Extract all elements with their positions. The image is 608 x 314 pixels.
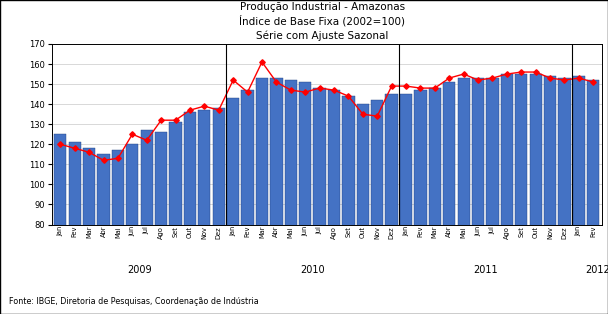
Bar [385, 94, 398, 314]
Bar [285, 80, 297, 314]
Bar [429, 88, 441, 314]
Text: 2009: 2009 [127, 265, 152, 275]
Bar [457, 78, 470, 314]
Bar [54, 134, 66, 314]
Bar [184, 112, 196, 314]
Bar [530, 74, 542, 314]
Bar [299, 82, 311, 314]
Bar [443, 82, 455, 314]
Bar [587, 80, 599, 314]
Bar [342, 96, 354, 314]
Bar [371, 100, 383, 314]
Bar [544, 76, 556, 314]
Text: 2012: 2012 [586, 265, 608, 275]
Bar [472, 78, 484, 314]
Bar [515, 74, 527, 314]
Bar [112, 150, 124, 314]
Bar [140, 130, 153, 314]
Text: Produção Industrial - Amazonas
Índice de Base Fixa (2002=100)
Série com Ajuste S: Produção Industrial - Amazonas Índice de… [239, 2, 406, 41]
Bar [558, 78, 570, 314]
Bar [256, 78, 268, 314]
Bar [97, 154, 109, 314]
Bar [213, 108, 225, 314]
Text: 2010: 2010 [300, 265, 325, 275]
Bar [328, 90, 340, 314]
Bar [486, 78, 499, 314]
Bar [357, 104, 369, 314]
Bar [83, 148, 95, 314]
Bar [271, 78, 283, 314]
Bar [69, 142, 81, 314]
Bar [414, 90, 427, 314]
Bar [198, 110, 210, 314]
Bar [501, 74, 513, 314]
Bar [400, 94, 412, 314]
Text: 2011: 2011 [473, 265, 497, 275]
Bar [227, 98, 240, 314]
Text: Fonte: IBGE, Diretoria de Pesquisas, Coordenação de Indústria: Fonte: IBGE, Diretoria de Pesquisas, Coo… [9, 297, 259, 306]
Bar [314, 88, 326, 314]
Bar [155, 132, 167, 314]
Bar [170, 122, 182, 314]
Bar [126, 144, 139, 314]
Bar [241, 90, 254, 314]
Bar [573, 76, 585, 314]
